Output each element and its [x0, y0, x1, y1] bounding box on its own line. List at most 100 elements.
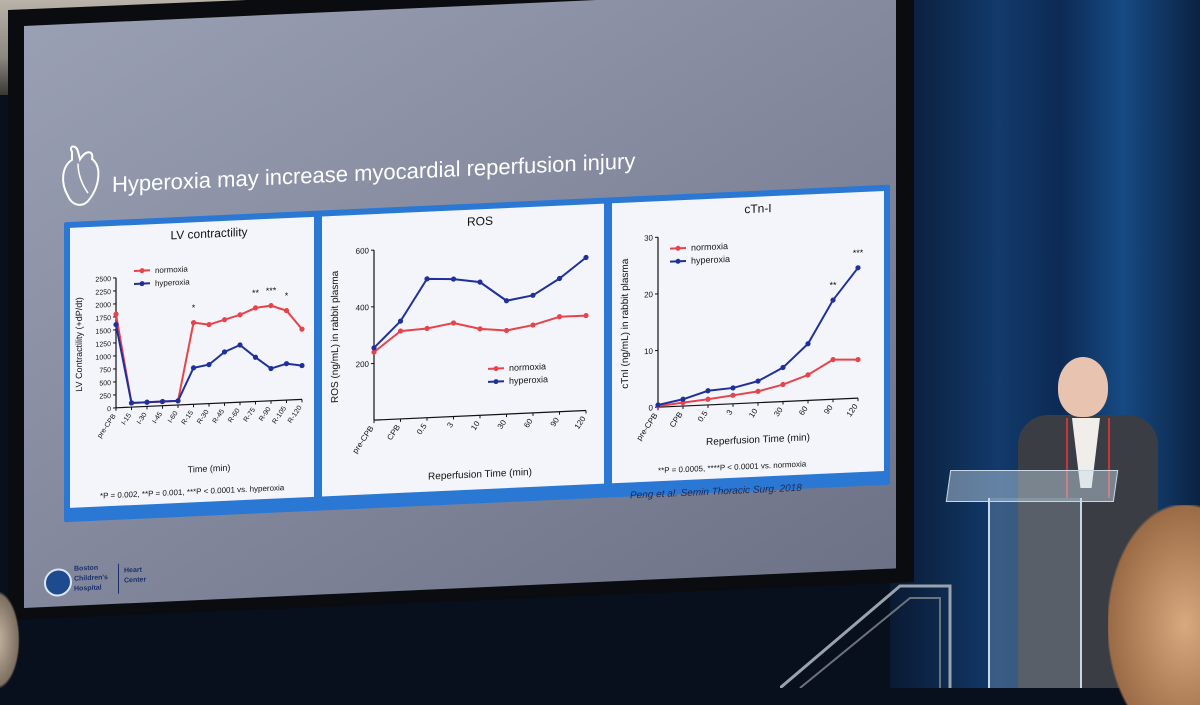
chart-title: cTn-I: [744, 201, 771, 216]
legend-label-hyperoxia: hyperoxia: [509, 374, 548, 386]
significance-marker: ***: [266, 285, 277, 295]
data-point-normoxia: [780, 382, 785, 387]
y-axis-label: ROS (ng/mL) in rabbit plasma: [330, 270, 341, 403]
series-line-normoxia: [116, 304, 302, 403]
data-point-hyperoxia: [705, 388, 710, 393]
x-tick-label: 30: [496, 418, 509, 431]
y-tick-label: 1500: [95, 328, 111, 336]
data-point-normoxia: [424, 326, 429, 331]
logo-line-2: Children's: [74, 574, 108, 583]
data-point-hyperoxia: [451, 276, 456, 281]
data-point-hyperoxia: [160, 399, 165, 404]
logo-line-1: Boston: [74, 565, 98, 573]
data-point-normoxia: [477, 326, 482, 331]
significance-marker: *: [285, 291, 289, 301]
data-point-normoxia: [855, 357, 860, 362]
data-point-hyperoxia: [780, 365, 785, 370]
logo-badge-icon: [44, 568, 72, 597]
legend-marker-normoxia: [676, 246, 681, 251]
x-tick-label: I-60: [167, 410, 180, 424]
y-tick-label: 1000: [95, 354, 111, 362]
data-point-hyperoxia: [206, 362, 211, 367]
x-axis-label: Reperfusion Time (min): [706, 432, 810, 448]
legend-marker-hyperoxia: [494, 379, 499, 384]
data-point-normoxia: [530, 322, 535, 327]
footnote: *P = 0.002, **P = 0.001, ***P < 0.0001 v…: [100, 483, 285, 500]
x-tick-label: R-45: [212, 408, 226, 425]
x-tick-label: R-120: [287, 405, 304, 425]
data-point-hyperoxia: [557, 276, 562, 281]
logo-line-3: Hospital: [74, 584, 102, 592]
legend-marker-hyperoxia: [140, 281, 145, 286]
series-line-hyperoxia: [658, 268, 858, 405]
data-point-normoxia: [237, 312, 242, 317]
significance-marker: **: [252, 288, 259, 298]
legend-label-normoxia: normoxia: [509, 361, 546, 373]
y-tick-label: 2000: [95, 302, 111, 310]
chart-title: LV contractility: [170, 225, 247, 242]
glass-podium: [948, 470, 1118, 688]
podium-stem: [988, 498, 1082, 688]
x-tick-label: 10: [469, 419, 482, 432]
lv-contractility-chart: LV contractility025050075010001250150017…: [70, 217, 314, 508]
x-tick-label: 90: [822, 403, 835, 416]
series-line-normoxia: [374, 316, 586, 353]
stair-railing: [780, 576, 970, 688]
y-tick-label: 600: [356, 246, 370, 256]
x-tick-label: 3: [445, 420, 455, 429]
logo-divider: [118, 564, 119, 594]
y-tick-label: 0: [649, 403, 654, 412]
significance-marker: ***: [853, 248, 864, 258]
data-point-hyperoxia: [284, 361, 289, 366]
data-point-normoxia: [705, 397, 710, 402]
legend-marker-normoxia: [140, 268, 145, 273]
x-tick-label: 120: [573, 414, 588, 431]
hospital-logo: Boston Children's Hospital Heart Center: [44, 559, 184, 605]
x-tick-label: 0.5: [696, 409, 710, 424]
data-point-normoxia: [113, 312, 118, 317]
data-point-normoxia: [253, 305, 258, 310]
y-tick-label: 750: [99, 367, 111, 375]
audience-head-left: [0, 590, 20, 690]
data-point-hyperoxia: [424, 276, 429, 281]
y-tick-label: 30: [644, 233, 653, 242]
legend-label-hyperoxia: hyperoxia: [691, 254, 730, 266]
y-tick-label: 20: [644, 290, 653, 299]
y-tick-label: 10: [644, 347, 653, 356]
data-point-normoxia: [504, 328, 509, 333]
x-tick-label: I-15: [120, 412, 133, 426]
data-point-hyperoxia: [398, 318, 403, 323]
x-tick-label: 60: [797, 404, 810, 417]
audience-head-right: [1108, 505, 1200, 705]
y-axis-label: LV Contractility (+dP/dt): [74, 297, 84, 392]
x-tick-label: R-105: [271, 405, 288, 425]
data-point-normoxia: [830, 357, 835, 362]
x-tick-label: 10: [747, 406, 760, 419]
y-tick-label: 250: [99, 393, 111, 401]
data-point-hyperoxia: [855, 265, 860, 270]
x-tick-label: 30: [772, 405, 785, 418]
x-axis-label: Time (min): [188, 463, 231, 475]
logo-dept-2: Center: [124, 576, 146, 584]
data-point-normoxia: [805, 372, 810, 377]
significance-marker: *: [192, 303, 196, 313]
significance-marker: **: [829, 280, 836, 290]
x-tick-label: CPB: [668, 410, 685, 429]
data-point-normoxia: [268, 303, 273, 308]
x-tick-label: pre-CPB: [351, 424, 376, 455]
x-tick-label: R-15: [181, 410, 195, 427]
x-tick-label: pre-CPB: [635, 411, 660, 442]
x-tick-label: 60: [522, 417, 535, 430]
x-axis-label: Reperfusion Time (min): [428, 467, 532, 483]
y-tick-label: 1250: [95, 341, 111, 349]
x-tick-label: pre-CPB: [97, 413, 118, 440]
data-point-hyperoxia: [755, 378, 760, 383]
x-tick-label: R-60: [227, 407, 241, 424]
data-point-hyperoxia: [144, 400, 149, 405]
data-point-hyperoxia: [222, 349, 227, 354]
